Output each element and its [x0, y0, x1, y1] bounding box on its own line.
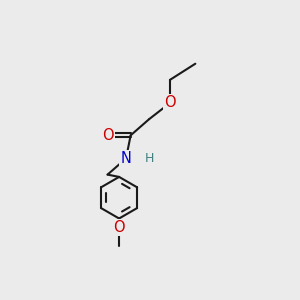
Text: O: O	[102, 128, 113, 143]
Text: H: H	[144, 152, 154, 165]
Text: O: O	[164, 95, 176, 110]
Text: O: O	[113, 220, 125, 235]
Text: N: N	[121, 151, 131, 166]
